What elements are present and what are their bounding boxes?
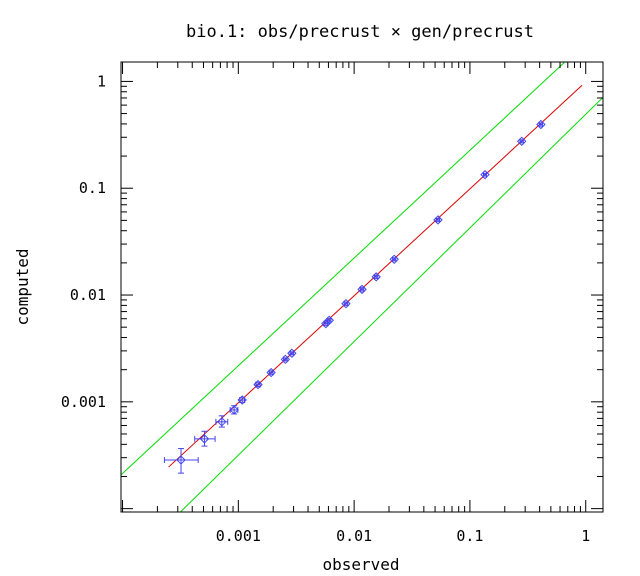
data-point [433, 215, 443, 225]
data-point [357, 284, 367, 295]
point-marker [280, 354, 291, 365]
data-point [287, 348, 297, 358]
data-point [389, 254, 399, 265]
point-marker [217, 417, 227, 427]
y-axis-label: computed [13, 248, 32, 325]
point-marker [480, 169, 490, 180]
y-tick-label: 0.1 [79, 179, 106, 197]
plot-content [121, 62, 603, 512]
upper-bound-line [121, 62, 566, 476]
point-marker [433, 215, 443, 225]
point-marker [237, 395, 247, 405]
point-marker [357, 284, 367, 295]
data-point [324, 315, 334, 326]
data-point [371, 272, 381, 282]
data-point [253, 379, 263, 390]
point-marker [516, 136, 527, 147]
point-marker [176, 455, 186, 465]
data-point [516, 136, 527, 147]
point-marker [266, 367, 276, 378]
data-point [215, 415, 229, 428]
x-tick-label: 0.1 [456, 527, 483, 545]
y-tick-label: 0.01 [70, 286, 106, 304]
lower-bound-line [180, 96, 603, 512]
data-point [536, 119, 546, 130]
data-point [480, 169, 490, 180]
data-point [194, 430, 216, 447]
y-tick-label: 0.001 [61, 393, 106, 411]
point-marker [536, 119, 546, 130]
data-point [341, 298, 351, 309]
chart-title: bio.1: obs/precrust × gen/precrust [186, 22, 534, 42]
point-marker [199, 434, 210, 444]
data-point [237, 395, 247, 405]
point-marker [287, 348, 297, 358]
x-tick-label: 0.001 [216, 527, 261, 545]
point-marker [389, 254, 399, 265]
x-axis-label: observed [322, 555, 399, 574]
data-point [280, 354, 291, 365]
data-point [266, 367, 276, 378]
x-axis: 0.001 0.01 0.1 1 [122, 62, 590, 545]
point-marker [371, 272, 381, 282]
x-tick-label: 0.01 [336, 527, 372, 545]
plot-frame [120, 61, 604, 513]
x-tick-label: 1 [581, 527, 590, 545]
data-point [229, 405, 239, 415]
point-marker [324, 315, 334, 326]
point-marker [229, 405, 239, 415]
point-marker [341, 298, 351, 309]
plot-area [121, 62, 603, 512]
y-axis: 0.001 0.01 0.1 1 [61, 72, 603, 510]
data-point [163, 448, 199, 474]
y-tick-label: 1 [97, 72, 106, 90]
fit-line [168, 84, 583, 468]
point-marker [253, 379, 263, 390]
